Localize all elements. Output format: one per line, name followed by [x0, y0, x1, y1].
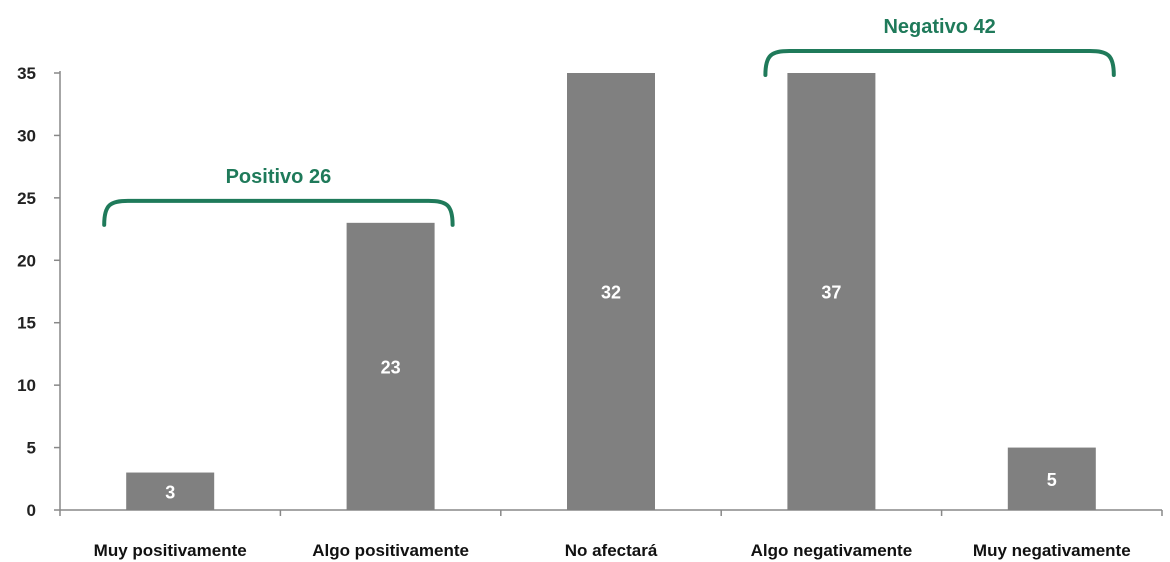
bar [787, 73, 876, 510]
data-label: 37 [821, 283, 841, 303]
y-tick-label: 30 [17, 126, 36, 145]
y-tick-label: 10 [17, 376, 36, 395]
group-label: Positivo 26 [226, 166, 332, 188]
data-label: 5 [1047, 470, 1057, 490]
x-category-label: No afectará [565, 541, 658, 560]
data-label: 23 [381, 357, 401, 377]
y-tick-label: 35 [17, 64, 36, 83]
group-bracket [102, 198, 455, 227]
x-category-label: Muy negativamente [973, 541, 1131, 560]
bar [1007, 447, 1096, 510]
y-tick-label: 15 [17, 314, 36, 333]
x-category-label: Algo positivamente [312, 541, 469, 560]
y-tick-label: 0 [27, 501, 36, 520]
bar [567, 73, 655, 510]
x-category-label: Algo negativamente [751, 541, 913, 560]
data-label: 32 [601, 283, 621, 303]
group-label: Negativo 42 [883, 16, 995, 38]
bar [346, 222, 435, 511]
y-tick-label: 25 [17, 189, 36, 208]
group-bracket [763, 49, 1116, 77]
y-tick-label: 5 [27, 439, 36, 458]
group-brackets: Positivo 26 Negativo 42 [102, 16, 1116, 227]
x-category-label: Muy positivamente [94, 541, 247, 560]
bars: 3 Muy positivamente 23 Algo positivamente 32… [94, 73, 1131, 560]
bar [126, 472, 215, 510]
y-tick-label: 20 [17, 251, 36, 270]
data-label: 3 [165, 482, 175, 502]
